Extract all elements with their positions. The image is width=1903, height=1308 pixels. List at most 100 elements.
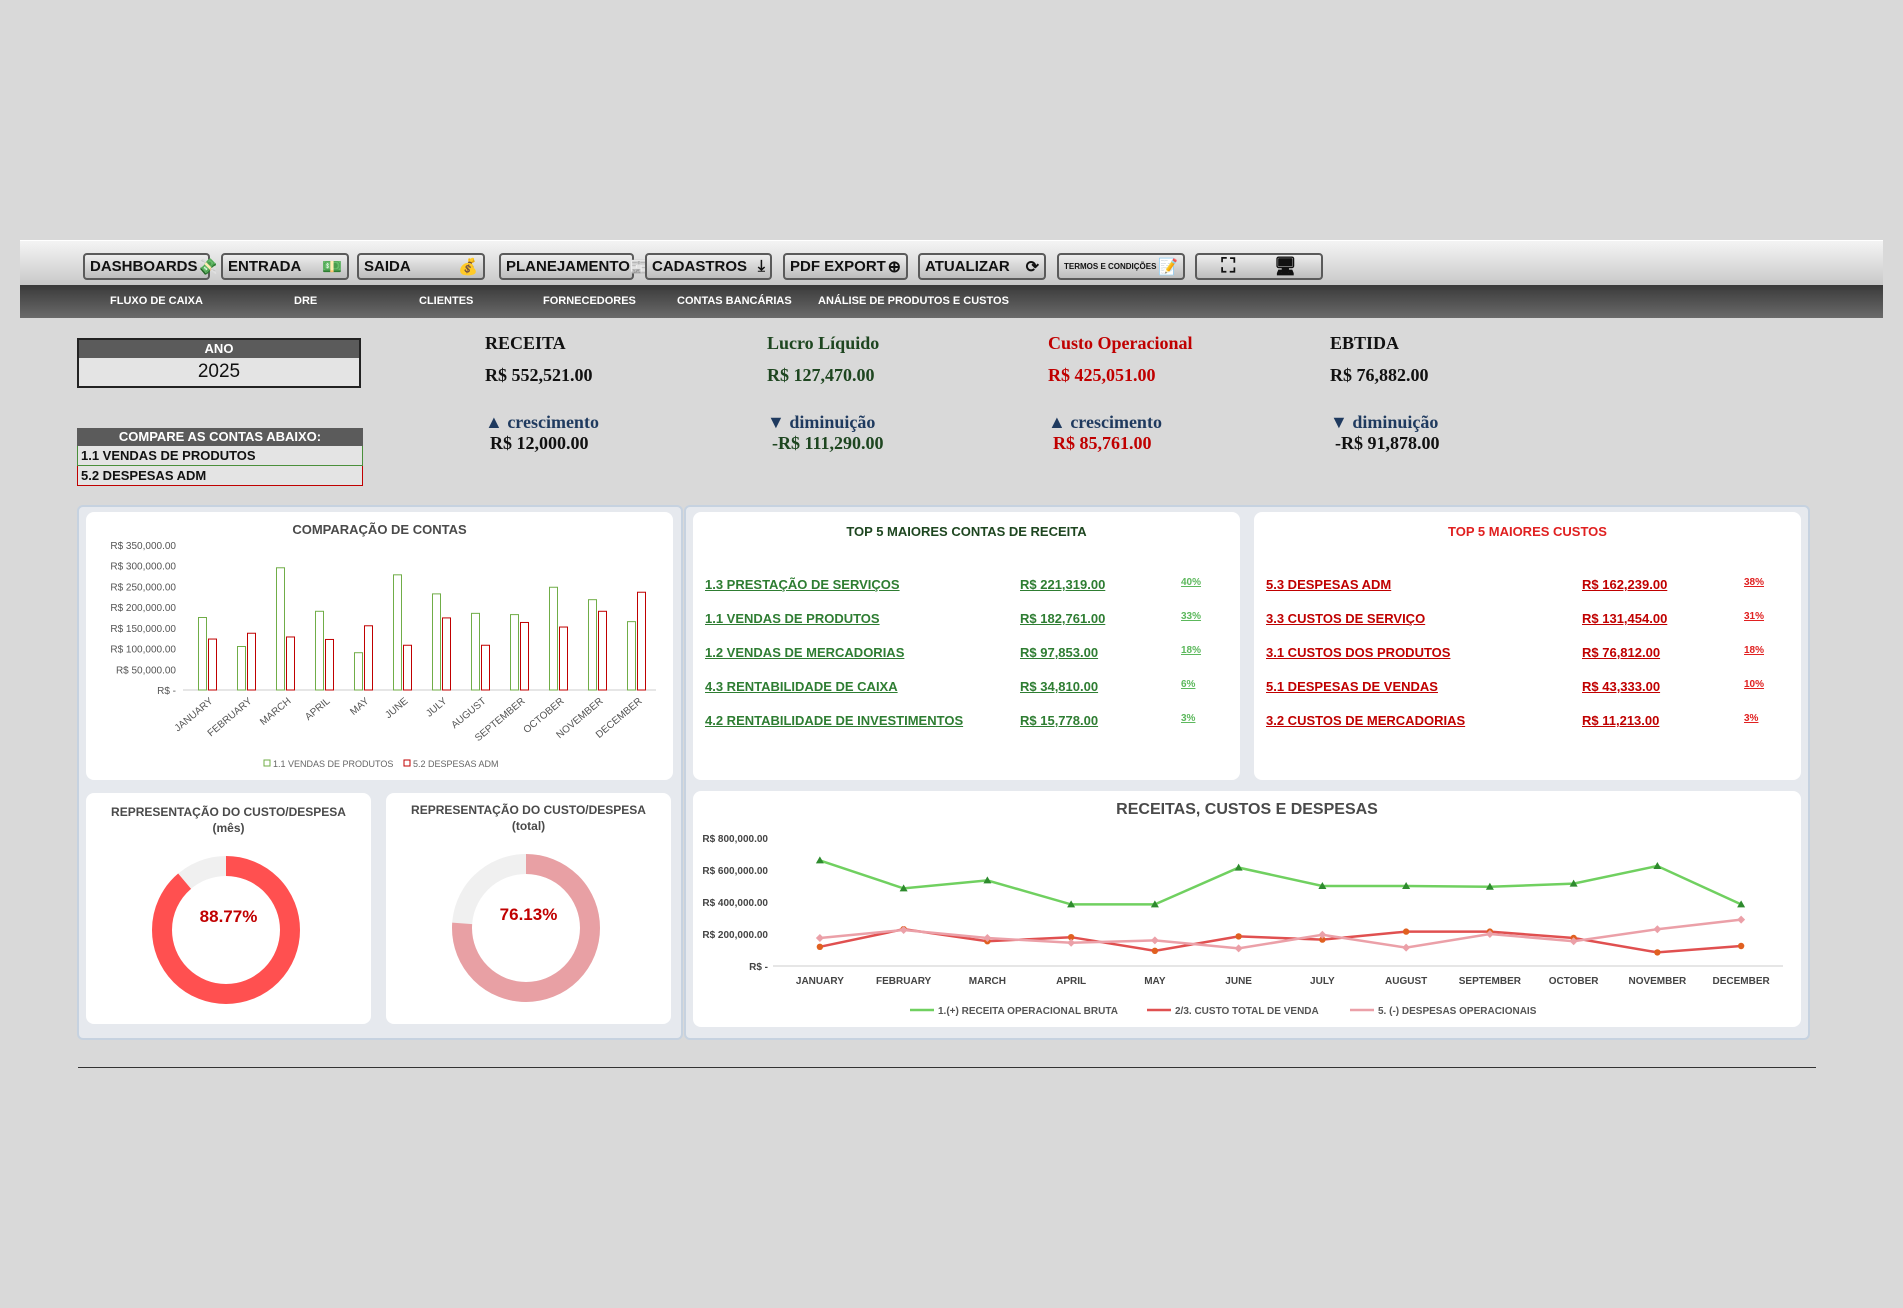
download-icon: ⤓ xyxy=(757,257,765,275)
x-tick-label: JULY xyxy=(1310,976,1335,987)
donut-arc xyxy=(452,854,600,1002)
account-value[interactable]: R$ 11,213.00 xyxy=(1582,713,1660,728)
kpi-title: EBTIDA xyxy=(1330,333,1400,353)
account-percent[interactable]: 3% xyxy=(1181,713,1196,724)
y-tick-label: R$ 600,000.00 xyxy=(702,866,768,877)
account-percent[interactable]: 33% xyxy=(1181,611,1202,622)
bar xyxy=(198,617,207,691)
compare-account-1[interactable]: 1.1 VENDAS DE PRODUTOS xyxy=(77,446,363,466)
account-percent[interactable]: 3% xyxy=(1744,713,1759,724)
account-name[interactable]: 1.1 VENDAS DE PRODUTOS xyxy=(705,611,880,626)
account-value[interactable]: R$ 43,333.00 xyxy=(1582,679,1661,694)
data-point xyxy=(1318,930,1327,939)
kpi-trend: ▲ crescimento xyxy=(485,412,599,432)
y-tick-label: R$ - xyxy=(157,686,176,697)
entrada-button[interactable]: ENTRADA 💵 xyxy=(221,253,349,280)
plus-circle-icon: ⊕ xyxy=(887,258,901,276)
account-name[interactable]: 3.2 CUSTOS DE MERCADORIAS xyxy=(1266,713,1466,728)
kpi-trend: ▼ diminuição xyxy=(767,412,876,432)
x-tick-label: MARCH xyxy=(258,696,293,728)
termos-button[interactable]: TERMOS E CONDIÇÕES 📝 xyxy=(1057,253,1185,280)
data-point xyxy=(983,934,992,942)
account-value[interactable]: R$ 221,319.00 xyxy=(1020,577,1106,592)
y-tick-label: R$ 350,000.00 xyxy=(110,541,176,552)
menu-dre[interactable]: DRE xyxy=(294,295,318,307)
account-value[interactable]: R$ 182,761.00 xyxy=(1020,611,1106,626)
bar xyxy=(286,636,295,691)
account-name[interactable]: 4.2 RENTABILIDADE DE INVESTIMENTOS xyxy=(705,713,964,728)
account-percent[interactable]: 40% xyxy=(1181,577,1202,588)
account-value[interactable]: R$ 15,778.00 xyxy=(1020,713,1099,728)
account-percent[interactable]: 6% xyxy=(1181,679,1196,690)
account-value[interactable]: R$ 76,812.00 xyxy=(1582,645,1661,660)
legend-label: 1.1 VENDAS DE PRODUTOS xyxy=(273,759,393,769)
bar xyxy=(471,612,480,691)
legend-swatch xyxy=(263,759,271,767)
atualizar-button[interactable]: ATUALIZAR ⟳ xyxy=(918,253,1046,280)
compare-account-2[interactable]: 5.2 DESPESAS ADM xyxy=(77,466,363,486)
data-point xyxy=(816,943,824,950)
saida-label: SAIDA xyxy=(364,258,411,275)
account-percent[interactable]: 18% xyxy=(1181,645,1202,656)
account-name[interactable]: 5.1 DESPESAS DE VENDAS xyxy=(1266,679,1438,694)
x-tick-label: JUNE xyxy=(383,696,410,721)
bar xyxy=(247,632,256,691)
menu-fornecedores[interactable]: FORNECEDORES xyxy=(543,295,636,307)
data-point xyxy=(1653,862,1662,869)
monitor-icon[interactable]: 🖥 xyxy=(1273,256,1297,276)
account-value[interactable]: R$ 131,454.00 xyxy=(1582,611,1668,626)
kpi-trend: ▲ crescimento xyxy=(1048,412,1162,432)
pdf-export-button[interactable]: PDF EXPORT ⊕ xyxy=(783,253,908,280)
kpi-delta: R$ 85,761.00 xyxy=(1053,433,1152,453)
account-percent[interactable]: 10% xyxy=(1744,679,1765,690)
account-name[interactable]: 3.1 CUSTOS DOS PRODUTOS xyxy=(1266,645,1451,660)
saida-button[interactable]: SAIDA 💰 xyxy=(357,253,485,280)
menu-clientes[interactable]: CLIENTES xyxy=(419,295,474,307)
bar xyxy=(588,599,597,691)
refresh-icon: ⟳ xyxy=(1025,258,1039,276)
account-value[interactable]: R$ 162,239.00 xyxy=(1582,577,1668,592)
data-point xyxy=(1067,900,1076,908)
legend-label: 2/3. CUSTO TOTAL DE VENDA xyxy=(1175,1006,1319,1017)
account-name[interactable]: 1.2 VENDAS DE MERCADORIAS xyxy=(705,645,905,660)
document-edit-icon: 📝 xyxy=(1158,258,1178,276)
data-point xyxy=(1234,944,1243,953)
account-percent[interactable]: 38% xyxy=(1744,577,1765,588)
account-percent[interactable]: 18% xyxy=(1744,645,1765,656)
year-value[interactable]: 2025 xyxy=(197,361,241,382)
account-value[interactable]: R$ 34,810.00 xyxy=(1020,679,1099,694)
bar xyxy=(442,617,451,691)
account-name[interactable]: 3.3 CUSTOS DE SERVIÇO xyxy=(1266,611,1426,626)
data-point xyxy=(1234,863,1243,871)
donut-total-card: REPRESENTAÇÃO DO CUSTO/DESPESA (total) 7… xyxy=(386,793,671,1024)
menu-analise-produtos[interactable]: ANÁLISE DE PRODUTOS E CUSTOS xyxy=(818,295,1009,307)
x-tick-label: AUGUST xyxy=(449,696,488,731)
account-name[interactable]: 4.3 RENTABILIDADE DE CAIXA xyxy=(705,679,898,694)
cadastros-label: CADASTROS xyxy=(652,258,748,275)
account-name[interactable]: 1.3 PRESTAÇÃO DE SERVIÇOS xyxy=(705,577,900,592)
money-bag-icon: 💰 xyxy=(458,258,478,276)
planejamento-button[interactable]: PLANEJAMENTO 📰 xyxy=(499,253,650,280)
data-point xyxy=(1485,882,1494,890)
cadastros-button[interactable]: CADASTROS ⤓ xyxy=(645,253,772,280)
account-value[interactable]: R$ 97,853.00 xyxy=(1020,645,1099,660)
cash-icon: 💵 xyxy=(322,258,342,276)
account-name[interactable]: 5.3 DESPESAS ADM xyxy=(1266,577,1392,592)
account-percent[interactable]: 31% xyxy=(1744,611,1765,622)
x-tick-label: JUNE xyxy=(1225,976,1252,987)
bar xyxy=(432,593,441,691)
bar xyxy=(276,567,285,691)
kpi-trend: ▼ diminuição xyxy=(1330,412,1439,432)
bar xyxy=(520,621,529,691)
top-revenue-title: TOP 5 MAIORES CONTAS DE RECEITA xyxy=(846,524,1087,539)
menu-fluxo-de-caixa[interactable]: FLUXO DE CAIXA xyxy=(110,295,203,307)
bar xyxy=(325,638,334,691)
bar-chart: R$ - R$ 50,000.00 R$ 100,000.00 R$ 150,000.… xyxy=(110,541,656,769)
top-costs-card: TOP 5 MAIORES CUSTOS 5.3 DESPESAS ADM R$ … xyxy=(1254,512,1801,780)
data-point xyxy=(815,934,824,942)
year-selector[interactable]: ANO 2025 xyxy=(77,338,361,388)
menu-contas-bancarias[interactable]: CONTAS BANCÁRIAS xyxy=(677,295,792,307)
fullscreen-icon[interactable]: ⛶ xyxy=(1221,255,1236,277)
dashboards-button[interactable]: DASHBOARDS 💸 xyxy=(83,253,217,280)
bar xyxy=(637,591,646,691)
